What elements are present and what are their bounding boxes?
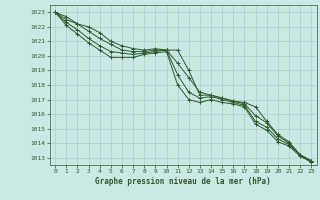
X-axis label: Graphe pression niveau de la mer (hPa): Graphe pression niveau de la mer (hPa) xyxy=(95,177,271,186)
